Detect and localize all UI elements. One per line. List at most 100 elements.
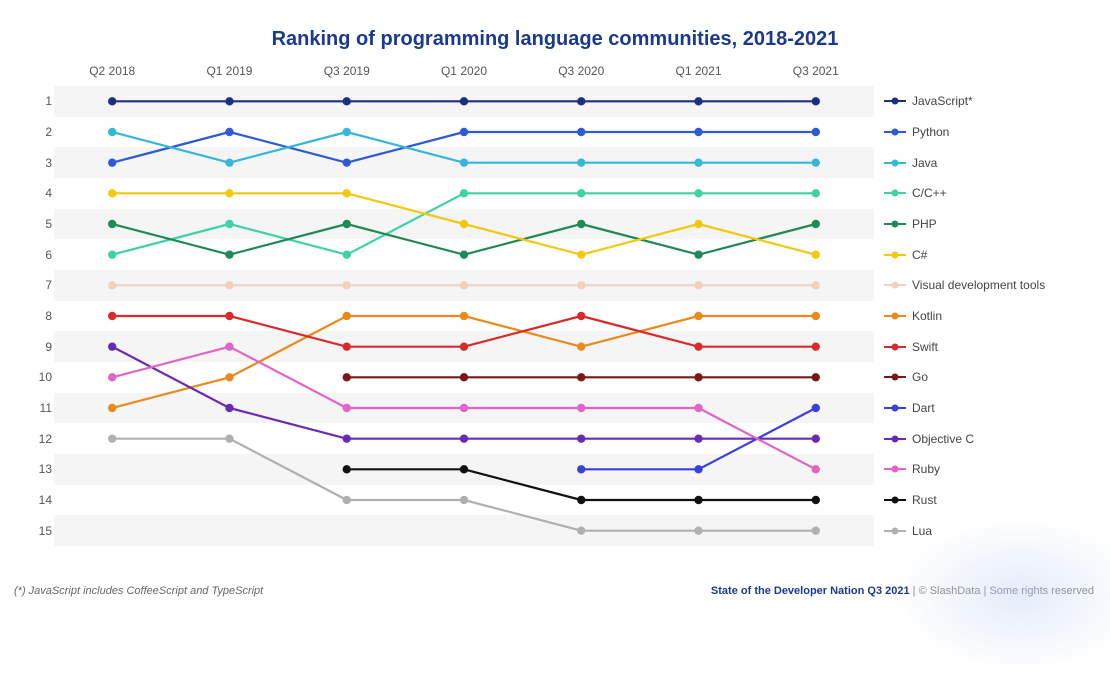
- series-marker: [343, 250, 351, 258]
- legend-swatch: [884, 530, 906, 532]
- series-marker: [225, 158, 233, 166]
- series-marker: [460, 220, 468, 228]
- series-marker: [343, 128, 351, 136]
- series-line: [112, 224, 816, 255]
- legend-swatch: [884, 499, 906, 501]
- series-marker: [577, 465, 585, 473]
- series-line: [112, 347, 816, 439]
- legend-swatch: [884, 254, 906, 256]
- series-marker: [577, 281, 585, 289]
- series-marker: [694, 189, 702, 197]
- series-marker: [225, 434, 233, 442]
- legend-swatch: [884, 376, 906, 378]
- legend-label: Kotlin: [912, 309, 942, 323]
- legend-item: PHP: [884, 217, 937, 231]
- series-marker: [694, 496, 702, 504]
- x-axis-tick-label: Q3 2021: [793, 64, 839, 78]
- series-marker: [225, 312, 233, 320]
- series-marker: [343, 312, 351, 320]
- series-marker: [577, 128, 585, 136]
- y-axis-tick-label: 6: [24, 239, 52, 270]
- y-axis-tick-label: 1: [24, 86, 52, 117]
- series-marker: [812, 342, 820, 350]
- legend-item: Java: [884, 156, 937, 170]
- y-axis-tick-label: 15: [24, 515, 52, 546]
- attribution-rest: | © SlashData | Some rights reserved: [910, 585, 1094, 597]
- legend-item: Ruby: [884, 462, 940, 476]
- legend-swatch: [884, 346, 906, 348]
- series-marker: [108, 128, 116, 136]
- legend-item: C/C++: [884, 186, 947, 200]
- legend-label: Rust: [912, 493, 937, 507]
- y-axis-tick-label: 13: [24, 454, 52, 485]
- series-marker: [225, 373, 233, 381]
- series-marker: [694, 465, 702, 473]
- series-line: [347, 469, 816, 500]
- y-axis-tick-label: 3: [24, 147, 52, 178]
- series-marker: [812, 496, 820, 504]
- series-marker: [460, 465, 468, 473]
- x-axis-tick-label: Q2 2018: [89, 64, 135, 78]
- series-marker: [577, 220, 585, 228]
- attribution-strong: State of the Developer Nation Q3 2021: [711, 585, 910, 597]
- series-marker: [694, 404, 702, 412]
- series-marker: [577, 434, 585, 442]
- series-marker: [225, 220, 233, 228]
- series-marker: [225, 342, 233, 350]
- series-line: [112, 316, 816, 347]
- legend-label: C/C++: [912, 186, 947, 200]
- series-marker: [577, 404, 585, 412]
- series-marker: [460, 250, 468, 258]
- x-axis-tick-label: Q3 2019: [324, 64, 370, 78]
- y-axis-tick-label: 14: [24, 485, 52, 516]
- legend-item: Rust: [884, 493, 937, 507]
- series-marker: [812, 373, 820, 381]
- series-marker: [577, 526, 585, 534]
- legend-label: Dart: [912, 401, 935, 415]
- legend-label: Visual development tools: [912, 278, 1045, 292]
- series-marker: [460, 97, 468, 105]
- series-marker: [812, 128, 820, 136]
- x-axis-labels: Q2 2018Q1 2019Q3 2019Q1 2020Q3 2020Q1 20…: [54, 64, 874, 84]
- series-marker: [343, 434, 351, 442]
- series-marker: [460, 404, 468, 412]
- legend-swatch: [884, 468, 906, 470]
- series-marker: [343, 373, 351, 381]
- x-axis-tick-label: Q1 2019: [206, 64, 252, 78]
- y-axis-tick-label: 8: [24, 301, 52, 332]
- legend-label: PHP: [912, 217, 937, 231]
- series-line: [112, 316, 816, 408]
- series-marker: [460, 342, 468, 350]
- series-marker: [108, 342, 116, 350]
- series-marker: [108, 404, 116, 412]
- series-marker: [343, 189, 351, 197]
- series-marker: [460, 312, 468, 320]
- y-axis-tick-label: 4: [24, 178, 52, 209]
- series-marker: [812, 97, 820, 105]
- series-marker: [812, 526, 820, 534]
- legend-swatch: [884, 100, 906, 102]
- series-marker: [812, 281, 820, 289]
- series-marker: [343, 220, 351, 228]
- series-marker: [225, 97, 233, 105]
- series-marker: [812, 158, 820, 166]
- series-marker: [343, 342, 351, 350]
- series-marker: [694, 250, 702, 258]
- series-marker: [694, 97, 702, 105]
- legend-item: Objective C: [884, 432, 974, 446]
- attribution-text: State of the Developer Nation Q3 2021 | …: [711, 585, 1094, 597]
- legend-label: Objective C: [912, 432, 974, 446]
- series-marker: [694, 526, 702, 534]
- series-marker: [108, 281, 116, 289]
- series-marker: [108, 97, 116, 105]
- x-axis-tick-label: Q1 2020: [441, 64, 487, 78]
- legend-item: Kotlin: [884, 309, 942, 323]
- legend: JavaScript*PythonJavaC/C++PHPC#Visual de…: [884, 86, 1104, 546]
- series-marker: [343, 404, 351, 412]
- series-marker: [577, 250, 585, 258]
- series-line: [112, 132, 816, 163]
- series-marker: [812, 404, 820, 412]
- line-series-svg: [54, 86, 874, 546]
- series-marker: [343, 496, 351, 504]
- y-axis-tick-label: 9: [24, 331, 52, 362]
